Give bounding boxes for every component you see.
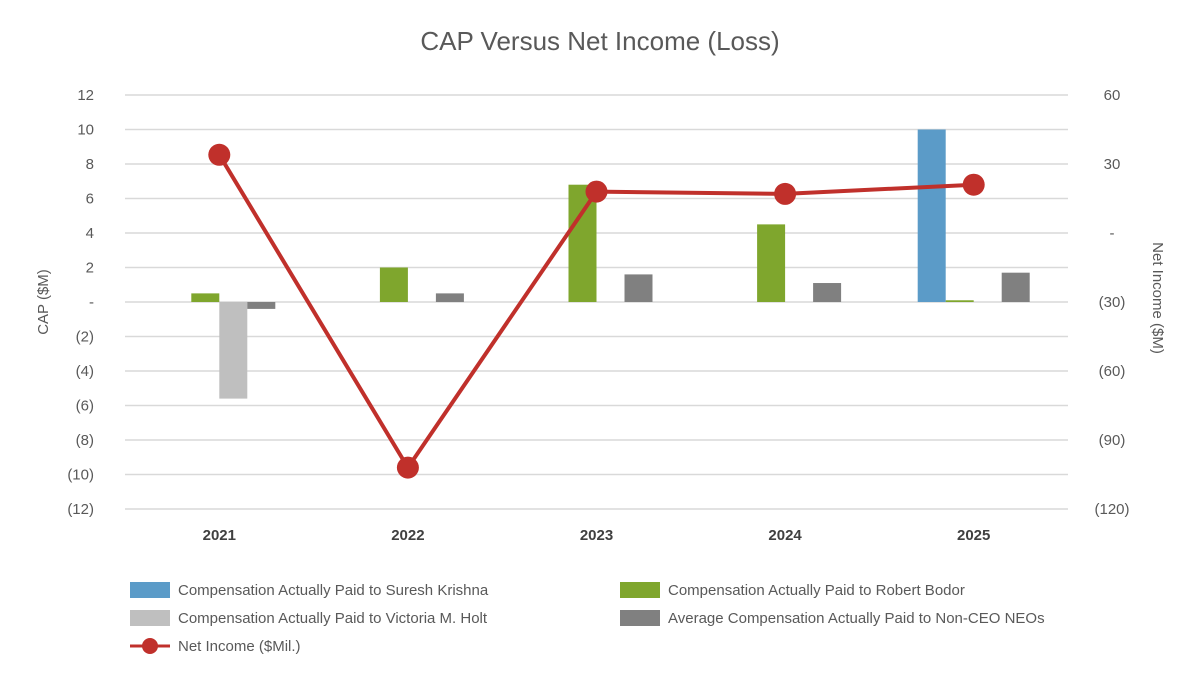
bar	[624, 274, 653, 302]
bar	[757, 224, 786, 302]
left-tick-label: (6)	[76, 398, 94, 415]
net-income-point	[962, 173, 985, 196]
legend-swatch	[620, 610, 660, 626]
right-axis-ticks: 60 30 - (30) (60) (90) (120)	[1094, 87, 1129, 518]
legend-swatch	[130, 610, 170, 626]
net-income-point	[585, 180, 608, 203]
left-tick-label: 4	[86, 225, 94, 242]
bar	[191, 293, 220, 302]
category-label: 2025	[957, 527, 990, 544]
bar	[568, 184, 597, 302]
bar	[219, 302, 248, 399]
left-tick-label: 12	[77, 87, 94, 104]
legend-label: Compensation Actually Paid to Robert Bod…	[668, 582, 965, 599]
left-tick-label: (4)	[76, 363, 94, 380]
right-tick-label: (90)	[1099, 432, 1126, 449]
bar	[247, 302, 276, 309]
category-label: 2024	[768, 527, 802, 544]
left-tick-label: 8	[86, 156, 94, 173]
legend: Compensation Actually Paid to Suresh Kri…	[130, 582, 1045, 655]
bar	[917, 129, 946, 302]
left-tick-label: 10	[77, 122, 94, 139]
bar	[435, 293, 464, 302]
category-label: 2022	[391, 527, 424, 544]
bar	[379, 267, 408, 302]
legend-label: Average Compensation Actually Paid to No…	[668, 610, 1045, 627]
category-label: 2023	[580, 527, 613, 544]
right-tick-label: 30	[1104, 156, 1121, 173]
legend-label: Compensation Actually Paid to Victoria M…	[178, 610, 488, 627]
legend-marker	[142, 638, 158, 654]
right-tick-label: -	[1110, 225, 1115, 242]
bar	[813, 283, 842, 302]
category-labels: 2021 2022 2023 2024 2025	[203, 527, 991, 544]
right-tick-label: (30)	[1099, 294, 1126, 311]
right-tick-label: 60	[1104, 87, 1121, 104]
left-tick-label: (12)	[67, 501, 94, 518]
left-tick-label: 2	[86, 260, 94, 277]
legend-swatch	[620, 582, 660, 598]
left-axis-ticks: 12 10 8 6 4 2 - (2) (4) (6) (8) (10) (12)	[67, 87, 94, 518]
left-tick-label: (10)	[67, 467, 94, 484]
left-tick-label: (8)	[76, 432, 94, 449]
bar	[945, 300, 974, 302]
left-tick-label: 6	[86, 191, 94, 208]
right-axis-title: Net Income ($M)	[1149, 242, 1166, 354]
bar	[1001, 272, 1030, 302]
net-income-point	[774, 182, 797, 205]
net-income-line	[208, 143, 985, 479]
right-tick-label: (120)	[1094, 501, 1129, 518]
legend-label: Compensation Actually Paid to Suresh Kri…	[178, 582, 489, 599]
legend-swatch	[130, 582, 170, 598]
net-income-point	[208, 143, 231, 166]
category-label: 2021	[203, 527, 236, 544]
chart-title: CAP Versus Net Income (Loss)	[420, 26, 779, 56]
legend-label: Net Income ($Mil.)	[178, 638, 301, 655]
right-tick-label: (60)	[1099, 363, 1126, 380]
left-axis-title: CAP ($M)	[35, 269, 52, 335]
net-income-point	[396, 456, 419, 479]
bars	[191, 129, 1030, 399]
left-tick-label: -	[89, 294, 94, 311]
left-tick-label: (2)	[76, 329, 94, 346]
